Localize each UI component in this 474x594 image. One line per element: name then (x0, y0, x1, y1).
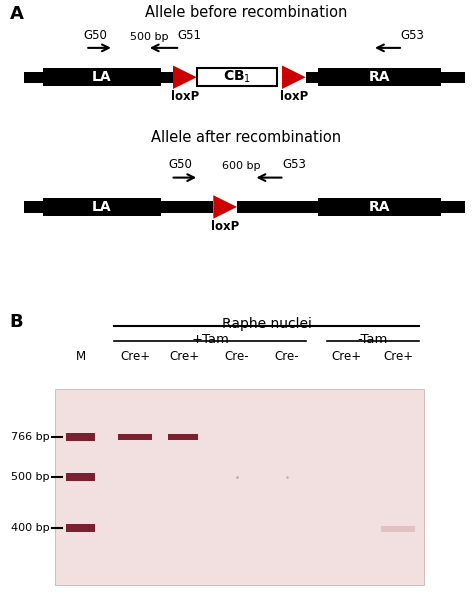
Text: Cre+: Cre+ (120, 350, 150, 363)
Text: Cre-: Cre- (225, 350, 249, 363)
Text: G51: G51 (178, 29, 202, 42)
Bar (43, 198, 161, 216)
Text: Allele after recombination: Allele after recombination (151, 129, 342, 145)
Text: 500 bp: 500 bp (11, 472, 50, 482)
Text: 600 bp: 600 bp (222, 162, 261, 172)
Text: Cre+: Cre+ (331, 350, 361, 363)
Bar (161, 72, 173, 83)
Bar (66, 473, 95, 481)
Bar (161, 201, 213, 213)
Bar (441, 72, 465, 83)
Bar (318, 68, 441, 87)
Bar (306, 72, 318, 83)
Polygon shape (173, 65, 197, 89)
Bar (441, 201, 465, 213)
Text: Cre+: Cre+ (383, 350, 413, 363)
Text: B: B (9, 313, 23, 331)
Bar (55, 388, 424, 586)
Text: 500 bp: 500 bp (130, 31, 169, 42)
Bar (24, 201, 43, 213)
Bar (66, 525, 95, 532)
Text: loxP: loxP (280, 90, 308, 103)
Bar (168, 434, 198, 440)
Text: loxP: loxP (211, 220, 239, 233)
Text: loxP: loxP (171, 90, 199, 103)
Bar (118, 434, 152, 440)
Polygon shape (282, 65, 306, 89)
Bar (197, 68, 277, 87)
Text: Raphe nuclei: Raphe nuclei (222, 317, 311, 331)
Bar (43, 68, 161, 87)
Polygon shape (213, 195, 237, 219)
Text: G50: G50 (83, 29, 107, 42)
Text: G53: G53 (401, 29, 424, 42)
Bar (318, 198, 441, 216)
Text: Cre-: Cre- (274, 350, 299, 363)
Text: A: A (9, 5, 23, 23)
Bar (237, 201, 318, 213)
Text: CB$_1$: CB$_1$ (223, 69, 251, 86)
Text: +Tam: +Tam (192, 333, 230, 346)
Text: M: M (75, 350, 86, 363)
Text: G53: G53 (282, 159, 306, 172)
Text: G50: G50 (168, 159, 192, 172)
Text: RA: RA (368, 200, 390, 214)
Text: Allele before recombination: Allele before recombination (146, 5, 347, 20)
Text: LA: LA (92, 200, 112, 214)
Text: 400 bp: 400 bp (11, 523, 50, 533)
Bar (66, 433, 95, 441)
Text: Cre+: Cre+ (170, 350, 200, 363)
Text: 766 bp: 766 bp (11, 432, 50, 442)
Bar (24, 72, 43, 83)
Text: -Tam: -Tam (357, 333, 387, 346)
Text: RA: RA (368, 70, 390, 84)
Text: LA: LA (92, 70, 112, 84)
Bar (381, 526, 415, 532)
